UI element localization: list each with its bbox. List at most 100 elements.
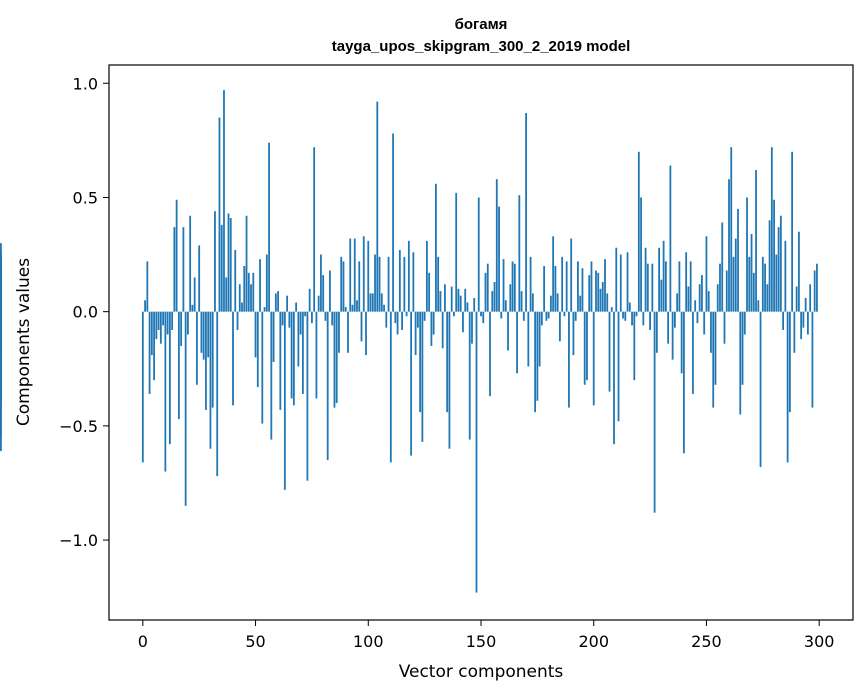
bar-55 bbox=[265, 254, 268, 312]
bar-57 bbox=[270, 311, 273, 440]
bar-167 bbox=[518, 195, 521, 312]
bar-236 bbox=[673, 311, 676, 328]
bar-259 bbox=[725, 270, 728, 312]
bar-201 bbox=[595, 270, 597, 312]
bar-71 bbox=[301, 311, 304, 394]
bar-5 bbox=[153, 311, 155, 381]
bar-204 bbox=[601, 281, 604, 312]
bar-239 bbox=[680, 311, 683, 374]
bar-113 bbox=[396, 311, 399, 335]
bar-53 bbox=[261, 311, 264, 424]
bar-68 bbox=[295, 302, 298, 312]
bar-109 bbox=[387, 256, 390, 312]
bar-257 bbox=[721, 222, 724, 312]
bar-271 bbox=[752, 272, 755, 312]
bar-73 bbox=[306, 311, 309, 481]
x-tick-label: 0 bbox=[138, 632, 148, 651]
bar-190 bbox=[570, 238, 573, 312]
bar-269 bbox=[748, 256, 751, 312]
bar-290 bbox=[795, 286, 798, 312]
bar-28 bbox=[205, 311, 207, 410]
bar-175 bbox=[536, 311, 539, 401]
bar-158 bbox=[498, 206, 500, 312]
bar-282 bbox=[777, 227, 780, 312]
bar-173 bbox=[531, 293, 534, 312]
bar-63 bbox=[283, 311, 286, 490]
bar-207 bbox=[608, 311, 611, 392]
bar-139 bbox=[455, 192, 458, 312]
bar-199 bbox=[590, 261, 593, 312]
bar-87 bbox=[338, 311, 340, 353]
bar-76 bbox=[313, 147, 316, 312]
bar-144 bbox=[466, 302, 469, 312]
bar-266 bbox=[741, 311, 744, 385]
bar-51 bbox=[256, 311, 259, 388]
bar-42 bbox=[236, 311, 239, 330]
bar-52 bbox=[259, 259, 261, 312]
bar-6 bbox=[155, 311, 158, 340]
plot-frame bbox=[108, 64, 854, 621]
bar-148 bbox=[475, 311, 478, 593]
bar-243 bbox=[689, 261, 692, 312]
bar-35 bbox=[220, 224, 223, 312]
bar-260 bbox=[728, 179, 730, 312]
bar-196 bbox=[583, 311, 586, 385]
bar-164 bbox=[511, 261, 514, 312]
bar-2 bbox=[146, 261, 149, 312]
bar-119 bbox=[410, 311, 413, 456]
x-tick-label: 150 bbox=[466, 632, 497, 651]
bar-4 bbox=[150, 311, 153, 356]
bar-263 bbox=[734, 238, 737, 312]
bar-56 bbox=[268, 142, 270, 312]
bar-156 bbox=[493, 281, 496, 312]
bar-128 bbox=[430, 311, 433, 346]
bar-219 bbox=[635, 311, 638, 317]
bar-287 bbox=[788, 311, 791, 413]
bar-261 bbox=[730, 147, 733, 312]
bar-70 bbox=[299, 311, 302, 335]
bar-135 bbox=[446, 311, 449, 413]
bar-34 bbox=[218, 117, 221, 312]
bar-252 bbox=[710, 311, 712, 353]
bar-60 bbox=[277, 291, 279, 312]
bar-61 bbox=[279, 311, 282, 410]
bar-126 bbox=[425, 240, 428, 312]
bar-232 bbox=[664, 261, 667, 312]
bar-253 bbox=[712, 311, 715, 408]
bar-251 bbox=[707, 291, 710, 312]
bar-226 bbox=[651, 263, 654, 312]
bar-108 bbox=[385, 311, 388, 328]
bar-78 bbox=[317, 295, 320, 312]
bar-88 bbox=[340, 256, 343, 312]
bar-145 bbox=[468, 311, 471, 440]
bar-216 bbox=[628, 302, 631, 312]
bar-286 bbox=[786, 311, 789, 463]
bar-163 bbox=[509, 284, 512, 312]
bar-66 bbox=[290, 311, 293, 399]
bar-224 bbox=[646, 263, 649, 312]
bar-248 bbox=[701, 275, 703, 312]
bar-97 bbox=[360, 311, 363, 342]
x-tick-label: 250 bbox=[691, 632, 722, 651]
bar-45 bbox=[243, 265, 246, 312]
bar-233 bbox=[667, 311, 670, 344]
bar-50 bbox=[254, 311, 257, 358]
bar-77 bbox=[315, 311, 318, 399]
bar-177 bbox=[540, 311, 543, 326]
bar-228 bbox=[655, 311, 658, 353]
bar-54 bbox=[263, 307, 266, 312]
bar-212 bbox=[619, 254, 622, 312]
bar-151 bbox=[482, 311, 485, 324]
bar-1 bbox=[144, 300, 146, 312]
bar-115 bbox=[401, 311, 403, 330]
bar-98 bbox=[362, 236, 365, 312]
bar-64 bbox=[286, 295, 289, 312]
bar-275 bbox=[761, 256, 764, 312]
bar-298 bbox=[813, 270, 816, 312]
bar-203 bbox=[599, 288, 602, 312]
bar-291 bbox=[797, 231, 800, 312]
bar-124 bbox=[421, 311, 424, 442]
bar-19 bbox=[184, 311, 187, 506]
bar-141 bbox=[459, 295, 462, 312]
bar-136 bbox=[448, 311, 451, 449]
